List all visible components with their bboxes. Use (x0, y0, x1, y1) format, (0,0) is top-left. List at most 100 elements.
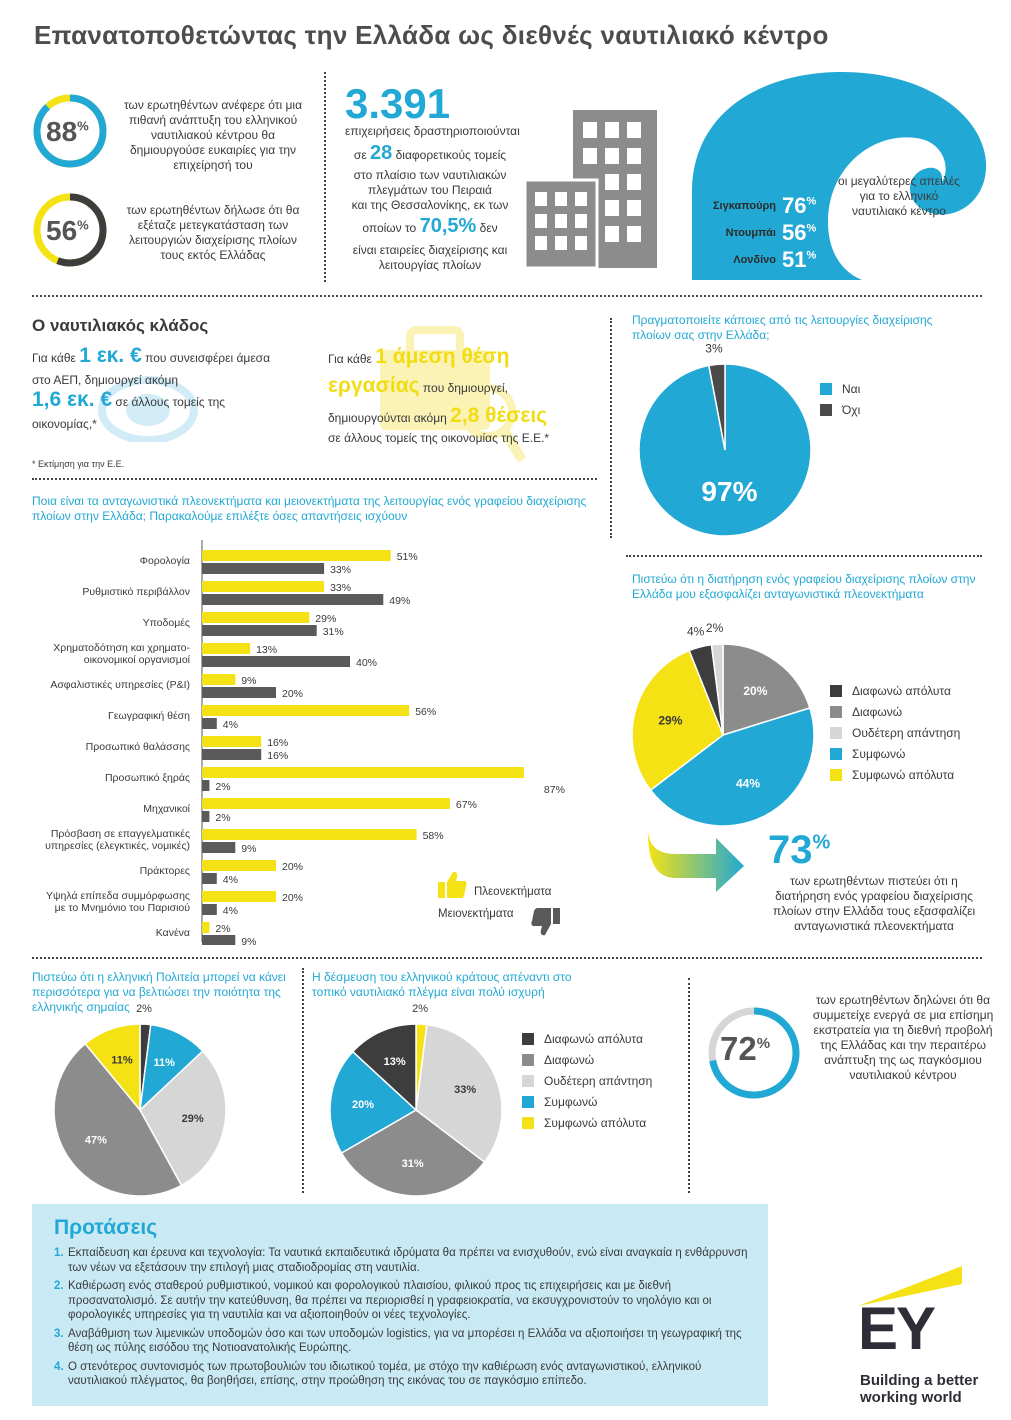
pie-slice (351, 1023, 417, 1112)
bar (202, 550, 391, 561)
pie-commitment-title: Η δέσμευση του ελληνικού κράτους απέναντ… (312, 970, 572, 999)
bar-value-label: 4% (223, 874, 238, 886)
bar (202, 935, 236, 945)
job-line4: σε άλλους τομείς της οικονομίας της Ε.Ε.… (328, 431, 550, 445)
legend-swatch (522, 1032, 534, 1045)
bar (202, 891, 276, 902)
legend-swatch (830, 684, 842, 697)
pie-slice-label: 20% (352, 1099, 374, 1111)
bar (202, 563, 325, 574)
thumbs-up-icon (438, 871, 467, 898)
bar (202, 705, 410, 716)
pie-slice (415, 1023, 503, 1164)
bar-category-label: Κανένα (156, 927, 190, 939)
bar-value-label: 16% (267, 750, 288, 762)
bar (202, 873, 217, 884)
bar-category-label: Πράκτορες (140, 865, 190, 877)
bar-value-label: 58% (423, 830, 444, 842)
bar (202, 674, 236, 685)
pie-slice (649, 707, 815, 827)
stat-56-value: 56% (46, 215, 89, 246)
legend-swatch (820, 382, 832, 395)
proposal-item: 1. Εκπαίδευση και έρευνα και τεχνολογία: … (54, 1247, 748, 1274)
ey-logo-icon (858, 1266, 962, 1306)
proposal-item: 3. Αναβάθμιση των λιμενικών υποδομών όσο … (54, 1327, 742, 1355)
pie-slice (340, 1109, 486, 1197)
ring-88-chart (33, 94, 107, 168)
divider (32, 957, 982, 959)
bar (202, 842, 236, 853)
threats-list: Σιγκαπούρη 76% Ντουμπάι 56% Λονδίνο 51% (700, 192, 820, 273)
legend-item: Διαφωνώ απόλυτα (522, 1028, 652, 1049)
bar-value-label: 20% (282, 688, 303, 700)
bar-value-label: 20% (282, 861, 303, 873)
buildings-icon (525, 110, 657, 268)
companies-line7: είναι εταιρείες διαχείρισης και (352, 243, 508, 257)
bar-value-label: 16% (267, 737, 288, 749)
footnote: * Εκτίμηση για την Ε.Ε. (32, 459, 125, 469)
bar-value-label: 9% (241, 843, 256, 855)
bar (202, 581, 325, 592)
bar-value-label: 33% (330, 564, 351, 576)
pie-office-legend: Διαφωνώ απόλυτα Διαφωνώ Ουδέτερη απάντησ… (830, 680, 960, 785)
divider (626, 555, 982, 557)
pie-operations-legend: Ναι Όχι (820, 378, 860, 420)
legend-item: Συμφωνώ απόλυτα (830, 764, 960, 785)
bar-value-label: 67% (456, 799, 477, 811)
proposal-item: 4. Ο στενότερος συντονισμός των πρωτοβουλ… (54, 1360, 702, 1388)
stat-72-value: 72% (720, 1030, 771, 1067)
bar (202, 811, 210, 822)
pie-slice (139, 1050, 227, 1187)
bar-chart-title: Ποια είναι τα ανταγωνιστικά πλεονεκτήματ… (32, 494, 587, 523)
bar-category-label: Χρηματοδότηση και χρηματο- (53, 642, 190, 654)
briefcase-icon (380, 326, 527, 463)
threat-row: Σιγκαπούρη 76% (712, 192, 817, 218)
companies-line3: στο πλαίσιο των ναυτιλιακών (353, 168, 507, 182)
proposals-panel: Προτάσεις 1. Εκπαίδευση και έρευνα και τε… (32, 1204, 768, 1406)
bar (202, 829, 417, 840)
pie-slice-label: 20% (743, 684, 767, 698)
legend-item: Ουδέτερη απάντηση (830, 722, 960, 743)
bar-value-label: 13% (256, 644, 277, 656)
stat-88-value: 88% (46, 116, 89, 147)
bar (202, 718, 217, 729)
pie-slice-label: 44% (736, 777, 760, 791)
bar (202, 749, 262, 760)
bar (202, 780, 210, 791)
legend-item: Συμφωνώ (830, 743, 960, 764)
pie-flag-title: Πιστεύω ότι η ελληνική Πολιτεία μπορεί ν… (32, 970, 286, 1014)
bar-value-label: 2% (215, 923, 230, 935)
tagline: Building a better working world (860, 1372, 979, 1406)
stat-88-text: των ερωτηθέντων ανέφερε ότι μια πιθανή α… (123, 98, 303, 172)
threat-row: Λονδίνο 51% (733, 246, 817, 272)
stat-72-text: των ερωτηθέντων δηλώνει ότι θα συμμετείχ… (812, 993, 994, 1082)
sector-heading: Ο ναυτιλιακός κλάδος (32, 316, 209, 335)
legend-item: Συμφωνώ (522, 1091, 652, 1112)
eur-line1: Για κάθε 1 εκ. € που συνεισφέρει άμεσα (32, 344, 271, 367)
bar-value-label: 33% (330, 582, 351, 594)
companies-line4: πλεγμάτων του Πειραιά (368, 183, 492, 197)
pie-slice-label: 33% (454, 1084, 476, 1096)
wave-icon (692, 72, 987, 280)
bar-value-label: 40% (356, 657, 377, 669)
proposals-heading: Προτάσεις (54, 1216, 158, 1239)
job-line1: Για κάθε 1 άμεση θέση (328, 345, 510, 368)
euro-coin-icon (98, 376, 198, 442)
bar (202, 687, 276, 698)
bar (202, 860, 276, 871)
stat-56-text: των ερωτηθέντων δήλωσε ότι θα εξέταζε με… (126, 203, 300, 262)
legend-swatch (830, 768, 842, 781)
bar (202, 656, 350, 667)
legend-swatch (522, 1095, 534, 1108)
bar (202, 594, 384, 605)
ey-logo: EY (858, 1295, 936, 1362)
companies-line6: οποίων το 70,5% δεν (362, 215, 498, 237)
companies-number: 3.391 (345, 80, 451, 127)
companies-line8: λειτουργίας πλοίων (378, 258, 482, 272)
bar-category-label: Ασφαλιστικές υπηρεσίες (P&I) (50, 679, 190, 691)
companies-line2: σε 28 διαφορετικούς τομείς (353, 142, 507, 164)
legend-item: Διαφωνώ (830, 701, 960, 722)
pie-flag-chart: 2% 11% 29% 47% 11% (53, 1003, 227, 1197)
bar (202, 798, 450, 809)
bar-value-label: 87% (544, 784, 565, 796)
